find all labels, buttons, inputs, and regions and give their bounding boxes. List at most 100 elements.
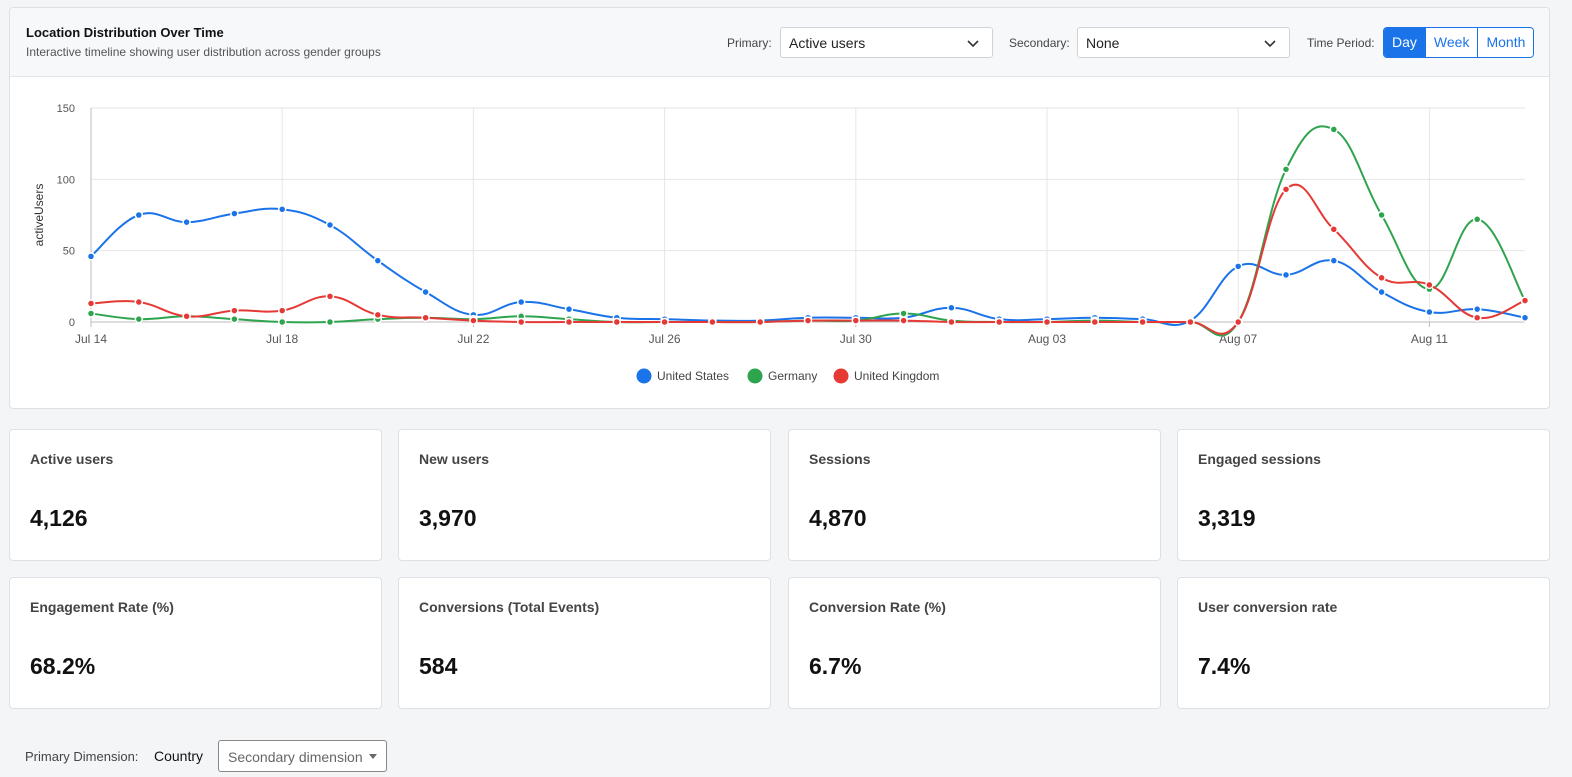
metric-value: 7.4%	[1198, 653, 1251, 679]
data-point-united-kingdom	[1520, 296, 1530, 305]
data-point-united-kingdom	[421, 313, 430, 322]
data-point-united-kingdom	[1329, 225, 1339, 234]
chart-subtitle: Interactive timeline showing user distri…	[26, 45, 381, 59]
data-point-united-states	[230, 209, 239, 218]
data-point-united-states	[1233, 262, 1243, 271]
data-point-united-kingdom	[134, 297, 144, 307]
legend-swatch-united-states	[636, 368, 652, 384]
x-tick-label: Jul 18	[266, 332, 298, 346]
series-line-united-states	[90, 207, 1526, 326]
data-point-germany	[899, 309, 908, 318]
metric-card-active-users: Active users 4,126	[9, 429, 382, 561]
x-tick-label: Aug 11	[1411, 332, 1448, 346]
primary-dimension-label: Primary Dimension:	[25, 749, 139, 764]
secondary-dimension-dropdown[interactable]: Secondary dimension	[218, 740, 387, 772]
legend-label-germany: Germany	[768, 369, 817, 383]
period-week-button[interactable]: Week	[1424, 28, 1478, 57]
data-point-germany	[1377, 210, 1386, 220]
data-point-united-kingdom	[1377, 273, 1386, 283]
legend-swatch-germany	[747, 368, 763, 384]
data-point-united-states	[947, 303, 956, 312]
period-day-button[interactable]: Day	[1384, 28, 1425, 57]
data-point-united-kingdom	[277, 306, 287, 315]
data-point-united-kingdom	[994, 317, 1004, 327]
data-point-united-kingdom	[803, 316, 813, 325]
x-tick-label: Jul 26	[649, 332, 681, 346]
data-point-united-states	[1329, 256, 1339, 265]
primary-metric-select[interactable]: Active users	[780, 27, 993, 58]
metric-card-conversion-rate: Conversion Rate (%) 6.7%	[788, 577, 1161, 709]
series-line-germany	[90, 125, 1526, 337]
metric-value: 4,126	[30, 505, 88, 531]
period-month-button[interactable]: Month	[1477, 28, 1534, 57]
data-point-united-kingdom	[1186, 317, 1195, 327]
y-tick-label: 150	[57, 103, 75, 115]
metric-label: Sessions	[809, 451, 871, 467]
data-point-united-kingdom	[1138, 317, 1147, 327]
data-point-united-states	[1281, 270, 1291, 280]
data-point-germany	[230, 314, 239, 324]
data-point-germany	[1472, 215, 1482, 224]
metric-label: Conversions (Total Events)	[419, 599, 600, 615]
data-point-united-kingdom	[325, 292, 335, 301]
data-point-united-states	[277, 205, 287, 214]
metric-card-user-conversion-rate: User conversion rate 7.4%	[1177, 577, 1550, 709]
metric-value: 3,970	[419, 505, 477, 531]
data-point-united-kingdom	[86, 299, 96, 308]
data-point-united-kingdom	[1233, 317, 1243, 327]
data-point-united-kingdom	[1425, 280, 1434, 290]
data-point-united-states	[564, 304, 574, 314]
metric-value: 4,870	[809, 505, 867, 531]
y-tick-label: 0	[69, 317, 75, 329]
x-tick-label: Jul 22	[457, 332, 489, 346]
data-point-united-kingdom	[899, 316, 908, 325]
data-point-united-states	[1425, 307, 1434, 317]
data-point-united-kingdom	[708, 317, 717, 327]
metric-card-conversions: Conversions (Total Events) 584	[398, 577, 771, 709]
data-point-united-kingdom	[947, 317, 956, 327]
chevron-down-icon	[967, 40, 979, 48]
chart-panel-header: Location Distribution Over Time Interact…	[10, 8, 1549, 77]
primary-metric-value: Active users	[789, 35, 866, 51]
series-line-united-kingdom	[90, 183, 1526, 335]
chart-title: Location Distribution Over Time	[26, 25, 224, 40]
x-tick-label: Aug 07	[1219, 332, 1257, 346]
metric-value: 6.7%	[809, 653, 862, 679]
data-point-united-kingdom	[516, 317, 526, 327]
y-axis-title: activeUsers	[32, 184, 46, 247]
legend-label-united-kingdom: United Kingdom	[854, 369, 939, 383]
metric-value: 584	[419, 653, 458, 679]
data-point-united-kingdom	[1281, 185, 1291, 194]
metric-card-engaged-sessions: Engaged sessions 3,319	[1177, 429, 1550, 561]
metric-value: 68.2%	[30, 653, 96, 679]
time-period-label: Time Period:	[1307, 36, 1375, 50]
data-point-united-states	[421, 287, 430, 297]
metric-card-new-users: New users 3,970	[398, 429, 771, 561]
data-point-united-kingdom	[564, 317, 574, 327]
x-tick-label: Jul 30	[840, 332, 872, 346]
data-point-united-kingdom	[373, 310, 383, 320]
x-tick-label: Aug 03	[1028, 332, 1066, 346]
data-point-united-kingdom	[851, 316, 861, 325]
data-point-united-kingdom	[182, 312, 191, 321]
data-point-united-states	[86, 252, 96, 261]
data-point-united-kingdom	[755, 317, 765, 327]
legend-label-united-states: United States	[657, 369, 729, 383]
data-point-united-kingdom	[660, 317, 669, 327]
metric-card-engagement-rate: Engagement Rate (%) 68.2%	[9, 577, 382, 709]
data-point-united-kingdom	[1090, 317, 1100, 327]
data-point-united-kingdom	[1472, 313, 1482, 322]
legend-swatch-united-kingdom	[833, 368, 849, 384]
active-users-line-chart: 0 50 100 150 Jul 14 Jul 18 Jul 22 Jul 26 Jul 30 A…	[32, 103, 1530, 384]
metric-label: Engaged sessions	[1198, 451, 1321, 467]
metric-label: Conversion Rate (%)	[809, 599, 946, 615]
metric-label: New users	[419, 451, 490, 467]
data-point-united-states	[1377, 287, 1386, 297]
metric-label: Engagement Rate (%)	[30, 599, 174, 615]
secondary-dimension-placeholder: Secondary dimension	[228, 749, 363, 765]
data-point-united-states	[516, 297, 526, 307]
data-point-germany	[325, 317, 335, 327]
secondary-metric-value: None	[1086, 35, 1120, 51]
data-point-united-states	[134, 210, 144, 220]
secondary-metric-select[interactable]: None	[1077, 27, 1290, 58]
